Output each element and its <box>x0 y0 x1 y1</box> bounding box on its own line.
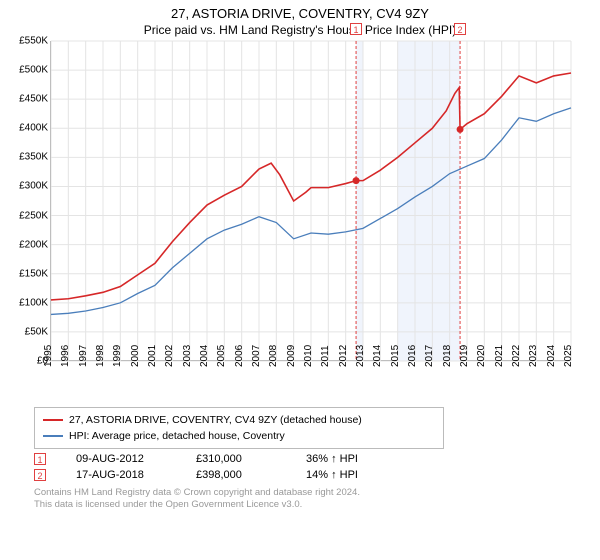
y-tick-label: £500K <box>19 65 48 76</box>
x-tick-label: 2023 <box>528 345 539 367</box>
x-tick-label: 2000 <box>130 345 141 367</box>
y-tick-label: £450K <box>19 94 48 105</box>
titles: 27, ASTORIA DRIVE, COVENTRY, CV4 9ZY Pri… <box>10 6 590 37</box>
x-tick-label: 2002 <box>164 345 175 367</box>
chart-marker-icon: 2 <box>454 23 466 35</box>
x-tick-label: 2009 <box>286 345 297 367</box>
y-tick-label: £400K <box>19 123 48 134</box>
x-tick-label: 2001 <box>147 345 158 367</box>
sales-list: 1 09-AUG-2012 £310,000 36% ↑ HPI 2 17-AU… <box>34 453 590 481</box>
sale-row: 2 17-AUG-2018 £398,000 14% ↑ HPI <box>34 469 590 481</box>
x-tick-label: 2016 <box>407 345 418 367</box>
x-tick-label: 1999 <box>112 345 123 367</box>
x-tick-label: 2005 <box>216 345 227 367</box>
footer: Contains HM Land Registry data © Crown c… <box>34 487 590 512</box>
x-tick-label: 2014 <box>372 345 383 367</box>
x-tick-label: 1996 <box>60 345 71 367</box>
sale-price: £310,000 <box>196 453 306 465</box>
sale-delta: 14% ↑ HPI <box>306 469 426 481</box>
y-tick-label: £550K <box>19 36 48 47</box>
x-tick-label: 2024 <box>546 345 557 367</box>
x-tick-label: 1998 <box>95 345 106 367</box>
footer-line: This data is licensed under the Open Gov… <box>34 499 590 511</box>
legend: 27, ASTORIA DRIVE, COVENTRY, CV4 9ZY (de… <box>34 407 444 449</box>
y-tick-label: £300K <box>19 181 48 192</box>
x-tick-label: 2011 <box>321 345 332 367</box>
x-tick-label: 2018 <box>442 345 453 367</box>
x-tick-label: 2007 <box>251 345 262 367</box>
x-axis: 1995199619971998199920002001200220032004… <box>50 361 570 401</box>
footer-line: Contains HM Land Registry data © Crown c… <box>34 487 590 499</box>
x-tick-label: 2008 <box>268 345 279 367</box>
y-tick-label: £250K <box>19 210 48 221</box>
chart-marker-icon: 1 <box>350 23 362 35</box>
chart-subtitle: Price paid vs. HM Land Registry's House … <box>10 23 590 37</box>
y-tick-label: £200K <box>19 239 48 250</box>
y-axis: £0£50K£100K£150K£200K£250K£300K£350K£400… <box>10 41 50 361</box>
sale-marker-icon: 2 <box>34 469 46 481</box>
y-tick-label: £100K <box>19 297 48 308</box>
x-tick-label: 2022 <box>511 345 522 367</box>
sale-marker-icon: 1 <box>34 453 46 465</box>
legend-swatch <box>43 419 63 421</box>
x-tick-label: 2003 <box>182 345 193 367</box>
sale-delta: 36% ↑ HPI <box>306 453 426 465</box>
legend-item: 27, ASTORIA DRIVE, COVENTRY, CV4 9ZY (de… <box>43 412 435 428</box>
x-tick-label: 2020 <box>476 345 487 367</box>
x-tick-label: 1997 <box>78 345 89 367</box>
x-tick-label: 1995 <box>43 345 54 367</box>
x-tick-label: 2021 <box>494 345 505 367</box>
y-tick-label: £350K <box>19 152 48 163</box>
chart-area: £0£50K£100K£150K£200K£250K£300K£350K£400… <box>10 41 570 401</box>
legend-item: HPI: Average price, detached house, Cove… <box>43 428 435 444</box>
x-tick-label: 2013 <box>355 345 366 367</box>
x-tick-label: 2012 <box>338 345 349 367</box>
y-tick-label: £50K <box>25 326 48 337</box>
x-tick-label: 2025 <box>563 345 574 367</box>
chart-container: 27, ASTORIA DRIVE, COVENTRY, CV4 9ZY Pri… <box>0 0 600 560</box>
x-tick-label: 2015 <box>390 345 401 367</box>
x-tick-label: 2019 <box>459 345 470 367</box>
x-tick-label: 2010 <box>303 345 314 367</box>
plot-area: 12 <box>50 41 570 361</box>
x-tick-label: 2017 <box>424 345 435 367</box>
sale-row: 1 09-AUG-2012 £310,000 36% ↑ HPI <box>34 453 590 465</box>
x-tick-label: 2004 <box>199 345 210 367</box>
legend-swatch <box>43 435 63 437</box>
x-tick-label: 2006 <box>234 345 245 367</box>
sale-date: 09-AUG-2012 <box>76 453 196 465</box>
chart-title: 27, ASTORIA DRIVE, COVENTRY, CV4 9ZY <box>10 6 590 21</box>
chart-svg <box>51 41 571 361</box>
legend-label: 27, ASTORIA DRIVE, COVENTRY, CV4 9ZY (de… <box>69 412 362 428</box>
sale-price: £398,000 <box>196 469 306 481</box>
y-tick-label: £150K <box>19 268 48 279</box>
sale-date: 17-AUG-2018 <box>76 469 196 481</box>
legend-label: HPI: Average price, detached house, Cove… <box>69 428 285 444</box>
